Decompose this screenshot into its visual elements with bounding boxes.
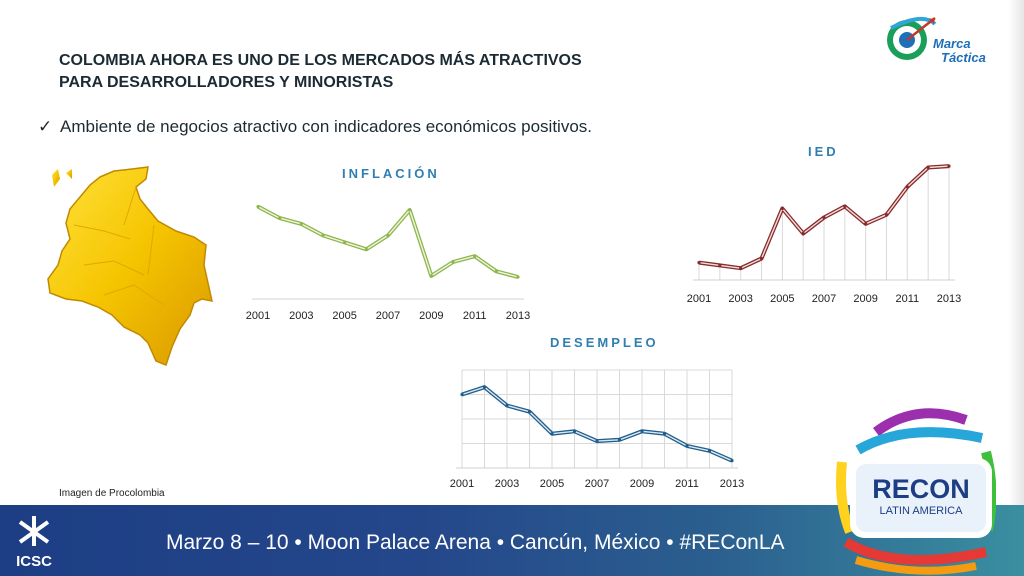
recon-latin-america-logo: RECON LATIN AMERICA (836, 408, 996, 575)
x-tick-label: 2001 (450, 478, 474, 490)
x-tick-label: 2005 (332, 310, 356, 322)
icsc-logo: ICSC (16, 516, 52, 570)
data-point (843, 204, 847, 208)
x-tick-label: 2009 (419, 310, 443, 322)
data-point (460, 392, 464, 397)
data-point (516, 275, 520, 279)
data-point (730, 459, 734, 463)
chart-title-ied: IED (808, 144, 839, 159)
series-line-outer (257, 204, 519, 279)
data-point (343, 240, 347, 244)
x-tick-label: 2011 (675, 478, 699, 490)
data-point (595, 439, 599, 443)
data-point (527, 410, 532, 414)
x-tick-label: 2001 (246, 310, 270, 322)
data-point (572, 429, 577, 433)
chart-title-inflacion: INFLACIÓN (342, 166, 440, 181)
data-point (482, 385, 487, 389)
x-tick-label: 2009 (853, 293, 877, 305)
chart-title-desempleo: DESEMPLEO (550, 335, 659, 350)
data-point (408, 208, 412, 212)
image-caption: Imagen de Procolombia (59, 488, 165, 499)
x-tick-label: 2013 (720, 478, 744, 490)
x-tick-label: 2005 (770, 293, 794, 305)
x-tick-label: 2003 (495, 478, 519, 490)
data-point (505, 403, 509, 408)
icsc-label: ICSC (16, 553, 52, 570)
marca-tactica-logo: Marca Táctica (887, 16, 986, 65)
x-tick-label: 2011 (896, 293, 920, 305)
data-point (759, 256, 764, 261)
data-point (905, 185, 909, 189)
title-line-2: PARA DESARROLLADORES Y MINORISTAS (59, 74, 394, 91)
recon-label: RECON (872, 474, 970, 504)
x-tick-label: 2013 (937, 293, 961, 305)
series-line-inner (257, 205, 519, 278)
logo-line-1: Marca (933, 36, 971, 51)
slide-title: COLOMBIA AHORA ES UNO DE LOS MERCADOS MÁ… (59, 50, 582, 94)
x-tick-label: 2001 (687, 293, 711, 305)
x-tick-label: 2007 (585, 478, 609, 490)
data-point (662, 432, 667, 436)
data-point (429, 274, 433, 278)
data-point (550, 432, 554, 436)
data-point (494, 269, 498, 273)
bullet-text: Ambiente de negocios atractivo con indic… (60, 117, 593, 136)
data-point (739, 266, 743, 270)
data-point (801, 231, 805, 236)
data-point (473, 254, 477, 258)
desempleo-chart: 2001 2003 2005 2007 2009 2011 2013 (450, 369, 744, 490)
data-point (299, 222, 303, 226)
data-point (884, 213, 889, 217)
data-point (780, 206, 784, 211)
data-point (321, 233, 325, 238)
data-point (256, 204, 260, 209)
slide-edge-shadow (1008, 0, 1024, 505)
inflacion-chart: 2001 2003 2005 2007 2009 2011 2013 (246, 204, 530, 322)
x-tick-label: 2007 (376, 310, 400, 322)
data-point (451, 260, 455, 264)
data-point (278, 216, 282, 220)
data-point (617, 438, 622, 442)
footer-event-info: Marzo 8 – 10 • Moon Palace Arena • Cancú… (166, 531, 785, 554)
data-point (697, 261, 701, 265)
data-point (926, 165, 930, 170)
data-point (718, 263, 722, 268)
title-line-1: COLOMBIA AHORA ES UNO DE LOS MERCADOS MÁ… (59, 52, 582, 69)
data-point (685, 444, 689, 448)
data-point (640, 429, 644, 433)
ied-chart: 2001 2003 2005 2007 2009 2011 2013 (687, 164, 961, 305)
bullet-point: ✓ Ambiente de negocios atractivo con indi… (38, 117, 592, 137)
check-icon: ✓ (38, 117, 53, 136)
x-tick-label: 2009 (630, 478, 654, 490)
x-tick-label: 2005 (540, 478, 564, 490)
data-point (947, 164, 951, 168)
recon-sub-label: LATIN AMERICA (880, 505, 964, 517)
data-point (386, 233, 390, 238)
logo-line-2: Táctica (941, 50, 986, 65)
x-tick-label: 2003 (728, 293, 752, 305)
data-point (364, 247, 368, 251)
x-tick-label: 2013 (506, 310, 530, 322)
x-tick-label: 2007 (812, 293, 836, 305)
data-point (707, 449, 712, 453)
x-tick-label: 2003 (289, 310, 313, 322)
data-point (822, 215, 826, 220)
colombia-map-image (47, 166, 213, 366)
data-point (864, 222, 868, 226)
x-tick-label: 2011 (463, 310, 487, 322)
